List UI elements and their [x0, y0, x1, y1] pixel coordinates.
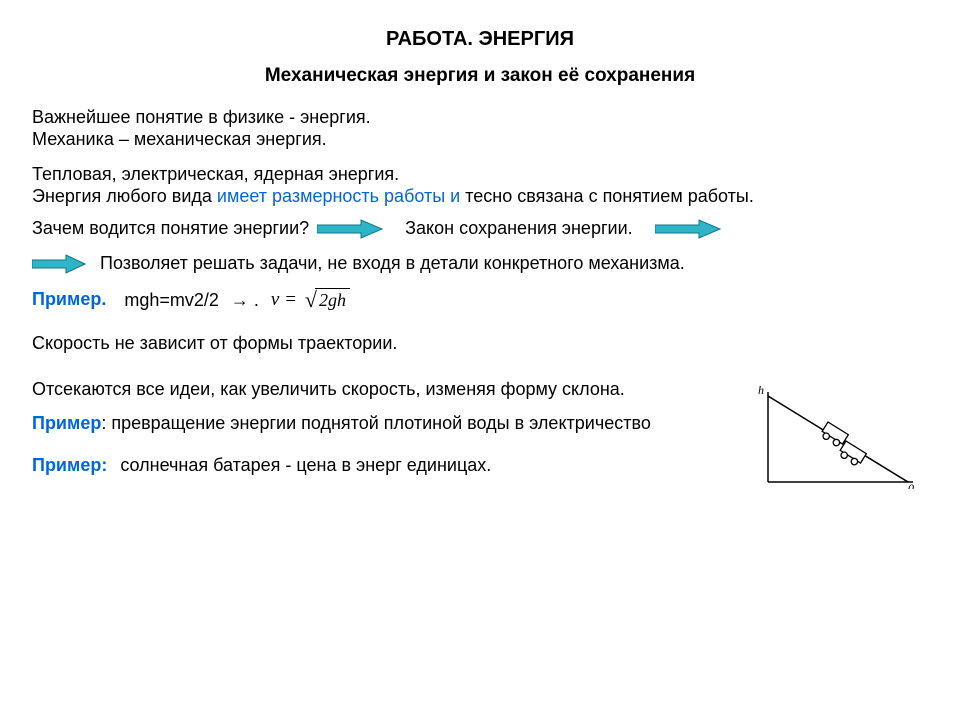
example3-label: Пример: — [32, 455, 107, 475]
paragraph-1: Важнейшее понятие в физике - энергия. — [32, 105, 552, 129]
paragraph-2: Механика – механическая энергия. — [32, 127, 928, 151]
diagram-h-label: h — [758, 384, 764, 397]
example3-text: солнечная батарея - цена в энерг единица… — [120, 455, 491, 475]
p4-blue: имеет размерность работы и — [217, 186, 460, 206]
example-row-1: Пример. mgh=mv2/2 → . v = √ 2gh — [32, 288, 928, 312]
allows-row: Позволяет решать задачи, не входя в дета… — [32, 253, 928, 274]
allows-text: Позволяет решать задачи, не входя в дета… — [100, 253, 685, 274]
sqrt-arg: 2gh — [315, 288, 350, 312]
incline-diagram: h 0 — [758, 384, 918, 489]
formula: mgh=mv2/2 → . v = √ 2gh — [124, 288, 350, 312]
question-row: Зачем водится понятие энергии? Закон сох… — [32, 218, 928, 239]
example2-text: : превращение энергии поднятой плотиной … — [101, 413, 651, 433]
arrow-icon — [317, 219, 383, 239]
arrow-icon — [655, 219, 721, 239]
paragraph-4: Энергия любого вида имеет размерность ра… — [32, 184, 928, 208]
arrow-icon — [32, 254, 86, 274]
example2-label: Пример — [32, 413, 101, 433]
example-label: Пример. — [32, 290, 106, 310]
p4-post: тесно связана с понятием работы. — [460, 186, 754, 206]
formula-left: mgh=mv2/2 — [124, 290, 219, 311]
formula-v-eq: v = — [271, 289, 297, 311]
paragraph-speed: Скорость не зависит от формы траектории. — [32, 331, 592, 355]
diagram-zero-label: 0 — [908, 481, 914, 489]
question-text: Зачем водится понятие энергии? — [32, 218, 309, 239]
formula-arrow: → . — [231, 290, 259, 311]
paragraph-3: Тепловая, электрическая, ядерная энергия… — [32, 162, 552, 186]
example-label-text: Пример. — [32, 289, 106, 309]
answer-text: Закон сохранения энергии. — [405, 218, 632, 239]
page-title: РАБОТА. ЭНЕРГИЯ — [32, 28, 928, 51]
p4-pre: Энергия любого вида — [32, 186, 217, 206]
page-subtitle: Механическая энергия и закон её сохранен… — [32, 65, 928, 87]
sqrt-box: √ 2gh — [303, 288, 350, 312]
